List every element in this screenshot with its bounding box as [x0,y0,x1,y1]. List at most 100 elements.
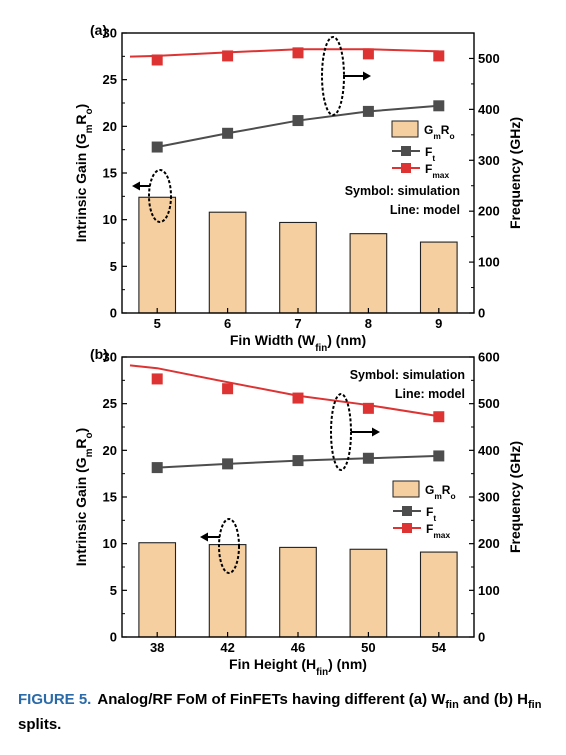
caption-sub-2: fin [528,699,542,711]
annotation-model: Line: model [395,387,465,401]
fmax-point [222,50,234,62]
y-right-tick-label: 500 [478,51,500,66]
x-tick-label: 8 [365,316,372,331]
y-left-axis-title-part: R [73,438,89,448]
x-tick-label: 5 [154,316,161,331]
gmro-bar [208,211,247,314]
fmax-point [151,373,163,385]
x-axis-title: Fin Height (Hfin) (nm) [229,656,367,678]
y-right-tick-label: 400 [478,443,500,458]
legend-gmro-label-part: o [449,131,454,141]
gmro-bar [419,241,458,314]
ft-point [292,455,304,467]
legend-ft-label-part: t [432,153,435,163]
legend-ft-label-part: F [426,505,433,519]
legend-fmax-label-part: F [426,522,433,536]
legend-gmro-label-part: o [450,491,455,501]
y-left-tick-label: 0 [110,630,117,645]
figure-caption: FIGURE 5. Analog/RF FoM of FinFETs having… [18,690,558,734]
x-tick-label: 46 [291,640,305,655]
x-tick-label: 54 [432,640,447,655]
x-tick-label: 50 [361,640,375,655]
annotation-model: Line: model [390,203,460,217]
legend-fmax-marker [401,163,411,173]
caption-text-2: and (b) H [458,691,528,708]
legend-ft-label-part: t [433,513,436,523]
fmax-point [292,47,304,59]
gmro-bar [138,196,177,314]
legend-ft-marker [402,506,412,516]
ft-point [222,458,234,470]
axis-arrow-head [363,71,371,81]
x-axis-title-part: Fin Width (W [230,332,316,348]
gmro-bar [138,542,177,638]
y-left-axis-title-part: o [84,108,95,114]
axis-arrow-head [372,427,380,437]
y-left-tick-label: 15 [103,166,117,181]
legend-ft-label: Ft [426,505,436,523]
legend-gmro-label: GmRo [424,123,455,141]
y-right-tick-label: 300 [478,490,500,505]
y-left-tick-label: 5 [110,259,117,274]
y-right-tick-label: 100 [478,255,500,270]
y-left-axis-title: Intrinsic Gain (GmRo) [73,428,95,566]
legend-ft-marker [401,146,411,156]
y-left-tick-label: 30 [103,26,117,41]
y-left-tick-label: 5 [110,583,117,598]
x-axis-title-part: Fin Height (H [229,656,316,672]
legend-fmax-marker [402,523,412,533]
legend-gmro-label-part: m [433,131,440,141]
legend-gmro-label: GmRo [425,483,456,501]
y-right-tick-label: 0 [478,306,485,321]
y-left-tick-label: 0 [110,306,117,321]
legend-fmax-label-part: F [425,162,432,176]
fmax-point [362,48,374,60]
ft-point [433,100,445,112]
legend-fmax-label-part: max [433,530,450,540]
legend-fmax-label: Fmax [426,522,450,540]
x-tick-label: 7 [294,316,301,331]
legend-fmax-label: Fmax [425,162,449,180]
fmax-point [433,411,445,423]
x-axis-title-part: fin [315,343,327,354]
y-left-axis-title-part: ) [73,428,89,433]
ft-point [151,141,163,153]
gmro-bar [419,551,458,638]
legend-gmro-label-part: G [425,483,434,497]
y-left-tick-label: 10 [103,536,117,551]
axis-arrow-head [132,181,140,191]
gmro-bar [279,221,317,314]
y-left-axis-title-part: ) [73,104,89,109]
gmro-bar [279,546,317,638]
y-left-tick-label: 30 [103,350,117,365]
legend-gmro-swatch [391,120,419,138]
ft-point [433,450,445,462]
fmax-model-line [129,48,439,58]
y-left-axis-title-part: m [84,448,95,457]
x-tick-label: 38 [150,640,164,655]
caption-sub-1: fin [445,699,459,711]
annotation-simulation: Symbol: simulation [350,368,465,382]
legend-gmro-label-part: R [441,123,450,137]
axis-arrow-head [200,532,208,542]
legend-ft-label-part: F [425,145,432,159]
legend-ft-label: Ft [425,145,435,163]
y-left-axis-title-part: Intrinsic Gain (G [73,457,89,566]
y-right-axis-title: Frequency (GHz) [507,441,523,553]
y-left-axis-title-part: o [84,432,95,438]
panel-label: (a) [90,22,107,38]
y-left-tick-label: 25 [103,72,117,87]
y-right-tick-label: 100 [478,583,500,598]
x-tick-label: 6 [224,316,231,331]
y-right-axis-title: Frequency (GHz) [507,117,523,229]
caption-figure-number: FIGURE 5. [18,691,92,708]
legend-gmro-label-part: G [424,123,433,137]
ft-point [222,127,234,139]
y-left-tick-label: 25 [103,396,117,411]
caption-text-1: Analog/RF FoM of FinFETs having differen… [97,691,446,708]
y-left-tick-label: 15 [103,490,117,505]
x-axis-title: Fin Width (Wfin) (nm) [230,332,366,354]
